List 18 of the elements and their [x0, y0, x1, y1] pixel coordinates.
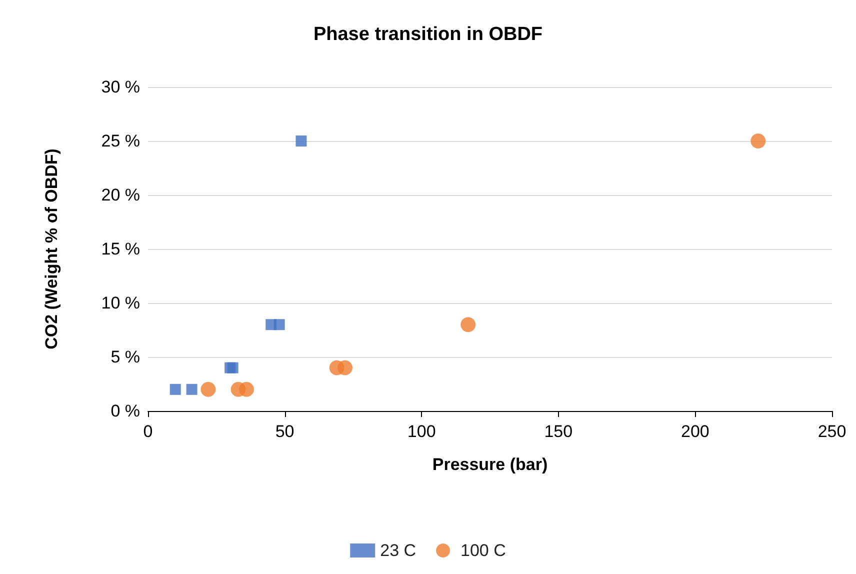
- y-tick-label: 15 %: [101, 240, 140, 258]
- x-tick-label: 50: [275, 422, 294, 441]
- y-tick-label: 10 %: [101, 294, 140, 312]
- y-tick-label: 5 %: [110, 348, 140, 366]
- x-tick-label: 250: [818, 422, 846, 441]
- x-tick-label: 100: [407, 422, 436, 441]
- y-tick-label: 30 %: [101, 78, 140, 96]
- y-tick-label: 25 %: [101, 132, 140, 150]
- x-axis-title: Pressure (bar): [432, 455, 548, 474]
- x-tick-label: 200: [681, 422, 710, 441]
- legend-label: 100 C: [460, 541, 506, 560]
- y-tick-label: 0 %: [110, 402, 140, 420]
- y-tick-label: 20 %: [101, 186, 140, 204]
- x-tick-label: 150: [544, 422, 573, 441]
- legend-label: 23 C: [380, 541, 416, 560]
- x-tick-label: 0: [143, 422, 153, 441]
- y-axis-title: CO2 (Weight % of OBDF): [42, 148, 61, 350]
- chart-title: Phase transition in OBDF: [313, 24, 543, 45]
